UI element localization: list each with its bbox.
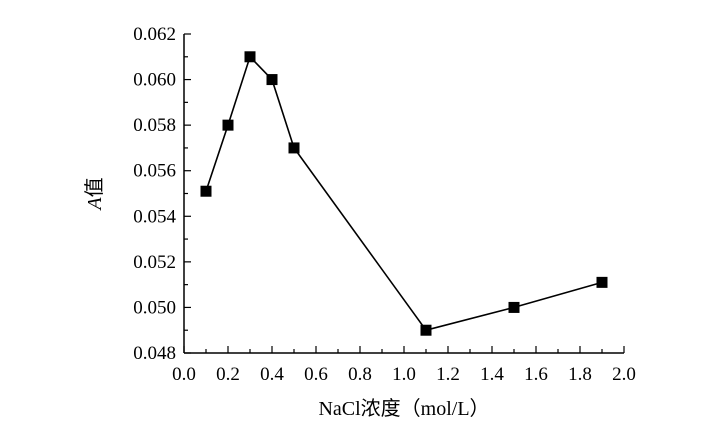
- y-tick-label: 0.062: [133, 24, 176, 45]
- x-tick-label: 0.6: [304, 364, 328, 385]
- data-point: [288, 142, 300, 154]
- axes: [183, 34, 624, 354]
- x-ticks: 0.0 0.2 0.4 0.6 0.8 1.0 1.2 1.4 1.6 1.8 2.0: [172, 346, 636, 385]
- x-tick-label: 0.4: [260, 364, 284, 385]
- y-axis-title: A值: [83, 177, 106, 211]
- x-tick-label: 0.8: [348, 364, 372, 385]
- y-ticks: 0.048 0.050 0.052 0.054 0.056 0.058 0.060 0.062: [133, 24, 191, 364]
- x-tick-label: 1.0: [392, 364, 416, 385]
- data-point: [266, 74, 278, 86]
- x-axis-title: NaCl浓度（mol/L）: [318, 397, 489, 420]
- series: [200, 51, 608, 336]
- y-axis-title-italic: A: [84, 197, 106, 212]
- x-tick-label: 1.2: [436, 364, 460, 385]
- y-tick-label: 0.058: [133, 115, 176, 136]
- y-tick-label: 0.048: [133, 343, 176, 364]
- data-point: [596, 276, 608, 288]
- x-tick-label: 0.0: [172, 364, 196, 385]
- data-point: [200, 185, 212, 197]
- y-tick-label: 0.054: [133, 206, 176, 227]
- x-tick-label: 2.0: [612, 364, 636, 385]
- y-tick-label: 0.060: [133, 70, 176, 91]
- y-axis-title-rest: 值: [83, 177, 106, 197]
- data-point: [222, 119, 234, 131]
- x-tick-label: 1.8: [568, 364, 592, 385]
- series-line: [205, 55, 603, 332]
- x-tick-label: 1.6: [524, 364, 548, 385]
- x-tick-label: 0.2: [216, 364, 240, 385]
- data-point: [244, 51, 256, 63]
- y-tick-label: 0.056: [133, 161, 176, 182]
- x-tick-label: 1.4: [480, 364, 504, 385]
- y-tick-label: 0.052: [133, 252, 176, 273]
- data-point: [420, 324, 432, 336]
- y-tick-label: 0.050: [133, 297, 176, 318]
- data-point: [508, 301, 520, 313]
